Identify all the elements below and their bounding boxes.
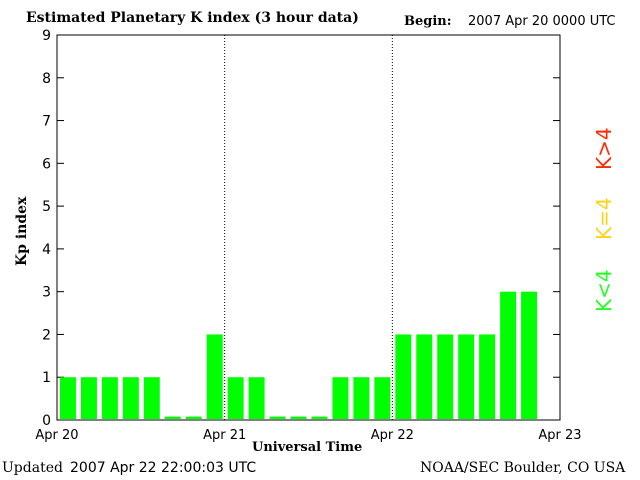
kp-bar (353, 377, 370, 419)
y-tick-label: 2 (42, 327, 51, 343)
y-tick-label: 3 (42, 285, 51, 301)
plot-frame (56, 34, 561, 421)
x-axis-label: Universal Time (252, 440, 363, 455)
kp-bar (122, 377, 139, 419)
kp-bar (500, 291, 517, 419)
kp-bar (332, 377, 349, 419)
x-tick-label: Apr 20 (35, 428, 78, 443)
kp-bar (206, 334, 223, 419)
updated-label: Updated (2, 460, 63, 476)
y-tick-label: 8 (42, 71, 51, 87)
kp-bar (416, 334, 433, 419)
y-tick-label: 7 (42, 114, 51, 130)
kp-bar (80, 377, 97, 419)
y-tick-label: 4 (42, 242, 51, 258)
kp-bar (521, 291, 538, 419)
kp-bar (374, 377, 391, 419)
kp-bar (248, 377, 265, 419)
kp-bar (269, 416, 286, 419)
legend-high: K>4 (592, 127, 616, 170)
kp-bar (458, 334, 475, 419)
y-axis-label: Kp index (14, 196, 30, 266)
updated-value: 2007 Apr 22 22:00:03 UTC (70, 460, 257, 476)
kp-bar (311, 416, 328, 419)
begin-label: Begin: (404, 14, 452, 29)
kp-bar (60, 377, 76, 419)
legend-low: K<4 (592, 269, 616, 312)
x-tick-label: Apr 23 (538, 428, 581, 443)
kp-bar (290, 416, 307, 419)
x-tick-label: Apr 22 (371, 428, 414, 443)
y-tick-label: 5 (42, 199, 51, 215)
y-tick-label: 0 (42, 413, 51, 429)
begin-value: 2007 Apr 20 0000 UTC (468, 14, 616, 29)
kp-bar (185, 416, 202, 419)
kp-bar (437, 334, 454, 419)
source-credit: NOAA/SEC Boulder, CO USA (420, 460, 626, 476)
kp-bar (227, 377, 244, 419)
y-tick-label: 1 (42, 370, 51, 386)
x-tick-label: Apr 21 (203, 428, 246, 443)
chart-title: Estimated Planetary K index (3 hour data… (26, 10, 359, 26)
kp-bar (395, 334, 412, 419)
kp-bar (101, 377, 118, 419)
y-tick-label: 6 (42, 156, 51, 172)
y-tick-label: 9 (42, 28, 51, 44)
kp-bar (143, 377, 160, 419)
kp-bar (164, 416, 181, 419)
kp-bar (479, 334, 496, 419)
legend-mid: K=4 (592, 197, 616, 240)
